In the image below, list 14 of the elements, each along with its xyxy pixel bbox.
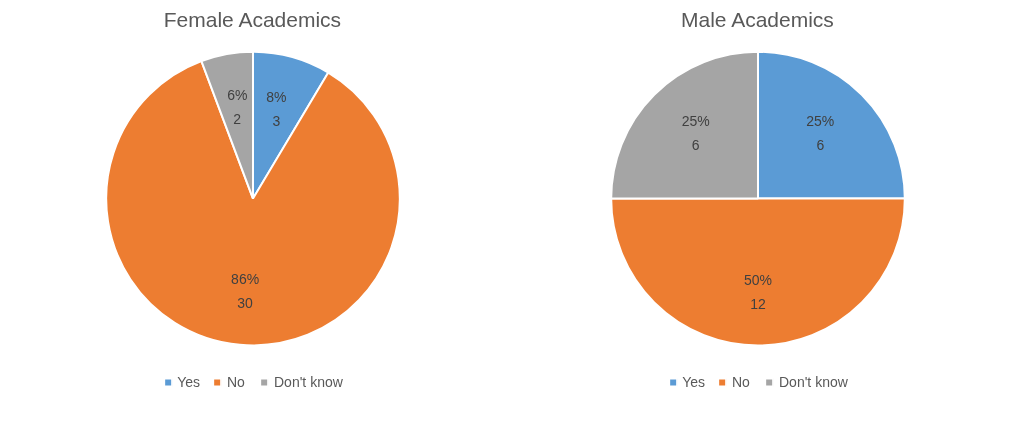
legend-label: No xyxy=(227,374,246,390)
legend-label: Don't know xyxy=(779,374,848,390)
legend-label: Yes xyxy=(177,374,201,390)
data-label: 86% 30 xyxy=(231,271,260,312)
data-label: 6% 2 xyxy=(227,86,248,127)
legend-label: Yes xyxy=(682,374,706,390)
data-label: 50% 12 xyxy=(743,271,773,312)
data-label: 25% 6 xyxy=(681,112,710,153)
data-label: 25% 6 xyxy=(806,112,835,153)
legend-label: Don't know xyxy=(274,374,343,390)
chart-title: Male Academics xyxy=(680,7,834,31)
data-label: 8% 3 xyxy=(266,88,287,129)
chart-title: Female Academics xyxy=(163,7,342,31)
legend-label: No xyxy=(732,374,751,390)
